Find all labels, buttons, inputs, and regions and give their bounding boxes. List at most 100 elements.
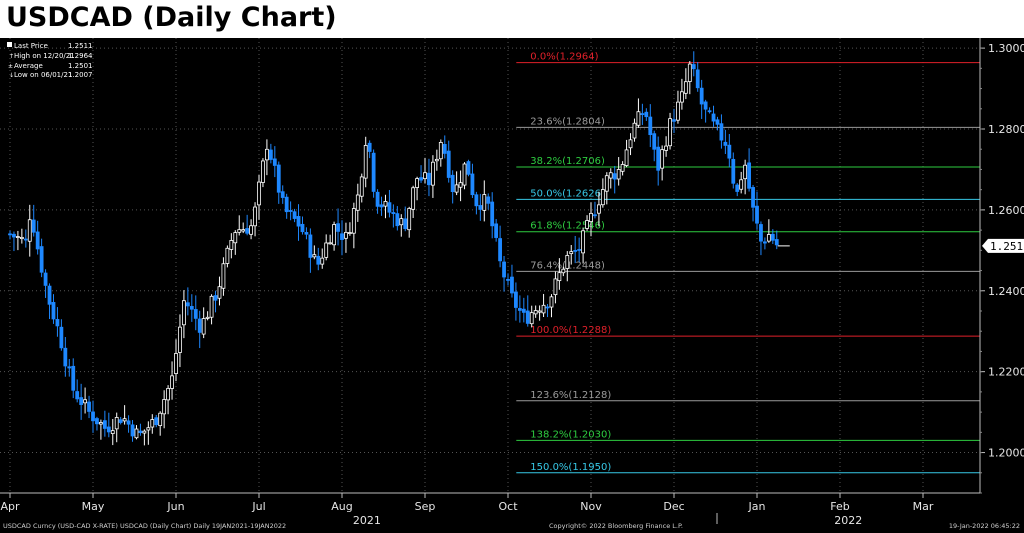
candle-up: [664, 145, 668, 151]
candle-down: [118, 419, 123, 423]
candle-down: [300, 223, 305, 233]
candle-down: [545, 306, 550, 309]
footer-timestamp: 19-Jan-2022 06:45:22: [949, 522, 1020, 530]
candle-up: [549, 296, 554, 308]
candle-down: [39, 246, 44, 273]
candle-down: [612, 173, 617, 180]
price-legend: Last Price 1.2511 ↑ High on 12/20/21 1.2…: [7, 42, 93, 79]
legend-label: Last Price: [14, 42, 48, 50]
candle-up: [110, 430, 115, 434]
candle-down: [755, 205, 759, 224]
candle-up: [739, 179, 744, 190]
y-tick-label: 1.3000: [988, 42, 1024, 55]
y-tick-label: 1.2400: [988, 285, 1024, 298]
candle-down: [371, 152, 376, 192]
candle-up: [454, 184, 459, 193]
candle-up: [166, 388, 170, 401]
candle-up: [344, 231, 348, 239]
fib-level-label: 0.0%(1.2964): [530, 52, 598, 63]
candle-up: [616, 169, 621, 180]
candle-up: [174, 353, 178, 374]
candle-up: [411, 187, 416, 210]
candle-down: [31, 219, 36, 233]
candle-up: [114, 417, 119, 430]
candle-down: [47, 285, 52, 305]
candle-down: [517, 308, 522, 311]
candle-down: [648, 116, 653, 136]
candlestick-chart: 0.0%(1.2964) 23.6%(1.2804) 38.2%(1.2706) 50…: [0, 38, 1024, 533]
candle-down: [197, 318, 202, 333]
candle-down: [450, 174, 455, 193]
candle-down: [691, 64, 696, 70]
fib-level-label: 138.2%(1.2030): [530, 429, 611, 440]
candle-down: [486, 196, 491, 204]
candle-down: [577, 249, 582, 251]
footer-copyright: Copyright© 2022 Bloomberg Finance L.P.: [549, 522, 683, 530]
candle-up: [632, 122, 637, 139]
footer-source: USDCAD Curncy (USD-CAD X-RATE) USDCAD (D…: [3, 522, 286, 530]
candle-up: [553, 278, 558, 296]
candle-up: [668, 118, 672, 147]
candle-up: [423, 172, 427, 180]
candle-down: [699, 87, 704, 105]
candle-down: [695, 69, 700, 89]
candle-up: [348, 232, 352, 234]
candle-down: [711, 113, 716, 122]
candle-down: [12, 233, 16, 238]
candle-up: [221, 263, 226, 289]
candle-down: [245, 228, 250, 234]
legend-label: High on 12/20/21: [14, 52, 75, 60]
candle-up: [482, 194, 487, 211]
candle-down: [715, 119, 720, 125]
candle-down: [106, 426, 111, 433]
candle-down: [703, 101, 708, 110]
candle-up: [320, 257, 325, 265]
candle-down: [95, 418, 99, 425]
candle-down: [498, 238, 502, 262]
candle-down: [640, 113, 645, 115]
candle-down: [763, 241, 767, 244]
candle-down: [8, 233, 12, 236]
candle-down: [735, 184, 740, 192]
candle-up: [628, 139, 633, 149]
candle-up: [19, 236, 24, 240]
candle-up: [134, 428, 139, 439]
candle-down: [379, 204, 384, 208]
candle-down: [304, 232, 309, 235]
candle-up: [565, 255, 570, 269]
candle-up: [257, 181, 261, 206]
candle-down: [75, 391, 80, 400]
x-tick-label: May: [82, 500, 105, 513]
candle-up: [676, 101, 680, 121]
candle-up: [182, 300, 186, 326]
candle-down: [593, 214, 597, 217]
candle-down: [446, 150, 451, 178]
candle-down: [506, 279, 510, 281]
candle-up: [363, 145, 368, 179]
candle-down: [672, 119, 676, 122]
x-tick-label: Jun: [166, 500, 184, 513]
candle-down: [514, 291, 518, 308]
candle-down: [427, 172, 431, 186]
candle-down: [268, 149, 273, 160]
candle-up: [462, 163, 467, 186]
y-tick-label: 1.2000: [988, 447, 1024, 460]
candle-up: [99, 422, 103, 425]
candle-down: [367, 142, 372, 152]
candle-down: [63, 347, 68, 367]
candle-down: [272, 158, 277, 166]
candle-up: [229, 240, 234, 250]
candle-down: [707, 110, 712, 113]
candle-up: [16, 236, 20, 238]
down-arrow-icon: ↓: [9, 72, 14, 79]
candle-up: [581, 230, 585, 254]
candle-down: [308, 234, 313, 258]
candle-up: [438, 142, 443, 160]
fib-level-label: 61.8%(1.2546): [530, 221, 605, 232]
candle-up: [27, 219, 32, 242]
candle-up: [569, 251, 574, 255]
candles: [8, 51, 790, 446]
x-tick-label: Sep: [415, 500, 436, 513]
x-tick-label: Jan: [748, 500, 766, 513]
x-tick-label: Mar: [913, 500, 934, 513]
